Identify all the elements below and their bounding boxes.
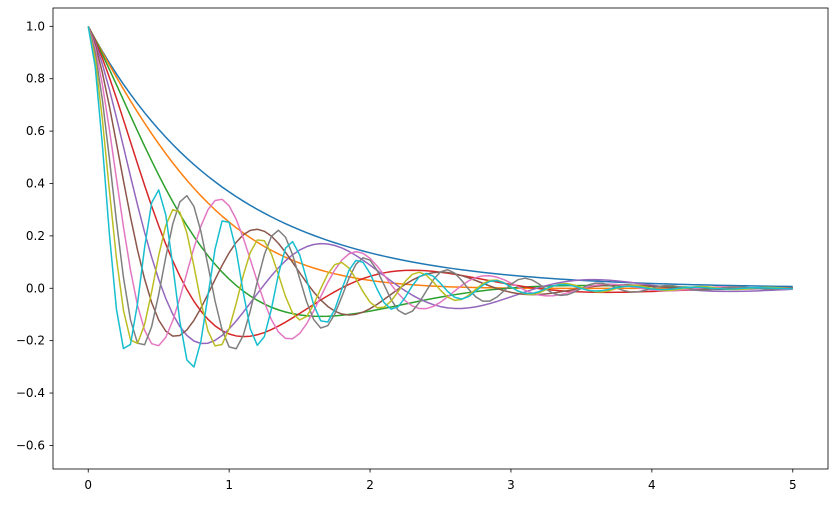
y-tick-label: 0.8 [26,72,45,86]
y-tick-label: 1.0 [26,19,45,33]
x-tick-label: 4 [648,478,656,492]
series-line-8 [87,26,793,350]
x-axis: 0 1 2 3 4 5 [84,469,797,492]
series-line-10 [87,26,793,368]
y-tick-label: 0.6 [26,124,45,138]
series-line-9 [87,26,793,347]
x-tick-label: 5 [789,478,797,492]
series-line-5 [87,26,793,345]
x-tick-label: 1 [225,478,233,492]
plot-frame [52,7,829,470]
y-tick-label: 0.4 [26,176,45,190]
y-tick-label: −0.4 [16,386,45,400]
y-tick-label: 0.0 [26,281,45,295]
y-tick-label: −0.6 [16,438,45,452]
x-tick-label: 0 [84,478,92,492]
y-tick-label: −0.2 [16,334,45,348]
x-tick-label: 2 [366,478,374,492]
y-axis: −0.6 −0.4 −0.2 0.0 0.2 0.4 0.6 0.8 1.0 [16,19,53,452]
series-layer [87,25,793,368]
y-tick-label: 0.2 [26,229,45,243]
x-tick-label: 3 [507,478,515,492]
series-line-1 [87,25,793,288]
